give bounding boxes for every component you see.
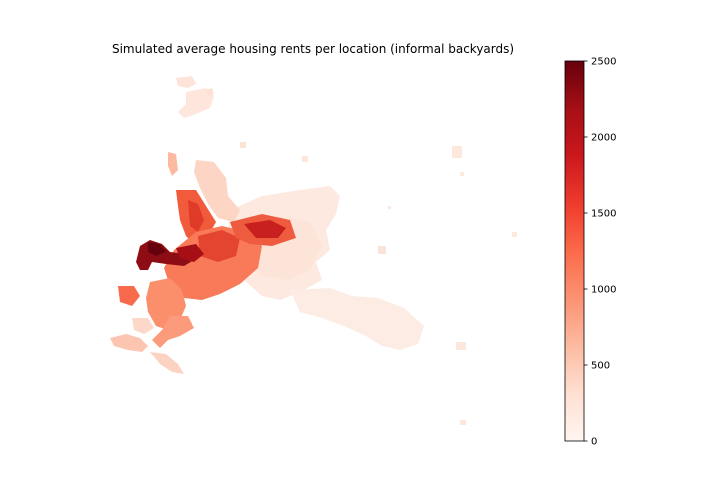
map-region-cbd-link — [176, 244, 204, 262]
map-region-south-coast — [110, 334, 148, 352]
map-region-outlier-2 — [302, 156, 308, 162]
map-region-north-arm — [194, 160, 240, 222]
colorbar-tick-label: 2000 — [591, 133, 616, 144]
map-region-outlier-1 — [240, 142, 246, 148]
map-region-south-patch — [132, 318, 154, 334]
colorbar-ticks: 0 500 1000 1500 2000 2500 — [584, 57, 616, 448]
colorbar-tick-label: 500 — [591, 361, 610, 372]
map-region-peninsula-west — [118, 286, 140, 306]
map-region-central-core-dark — [198, 230, 240, 262]
map-region-cbd-core — [148, 242, 166, 256]
map-region-north-patch — [176, 76, 196, 88]
colorbar-tick-label: 0 — [591, 437, 597, 448]
map-region-south-arm — [152, 316, 194, 348]
map-region-outlier-4 — [460, 172, 464, 176]
map-title: Simulated average housing rents per loca… — [111, 42, 515, 56]
map-region-north-cluster — [178, 88, 214, 118]
colorbar-tick-label: 2500 — [591, 57, 616, 68]
map-region-south-tip — [150, 352, 184, 374]
map-region-outlier-8 — [460, 420, 466, 425]
colorbar: 0 500 1000 1500 2000 2500 — [564, 57, 616, 448]
map-region-outlier-3 — [452, 146, 462, 158]
map-region-east-tail — [290, 288, 424, 350]
colorbar-tick-label: 1000 — [591, 285, 616, 296]
map-region-north-dot — [206, 88, 214, 96]
map-region-outlier-6 — [512, 232, 517, 237]
map-region-west-coast-inner — [188, 200, 204, 232]
colorbar-gradient — [564, 60, 585, 442]
rent-map-cells — [110, 76, 517, 425]
map-region-outlier-5 — [378, 246, 386, 254]
map-region-north-arm-thin — [168, 152, 178, 176]
map-region-outlier-9 — [388, 206, 391, 209]
colorbar-tick-label: 1500 — [591, 209, 616, 220]
map-region-outlier-7 — [456, 342, 466, 350]
map-region-central-band-dark — [244, 220, 286, 238]
